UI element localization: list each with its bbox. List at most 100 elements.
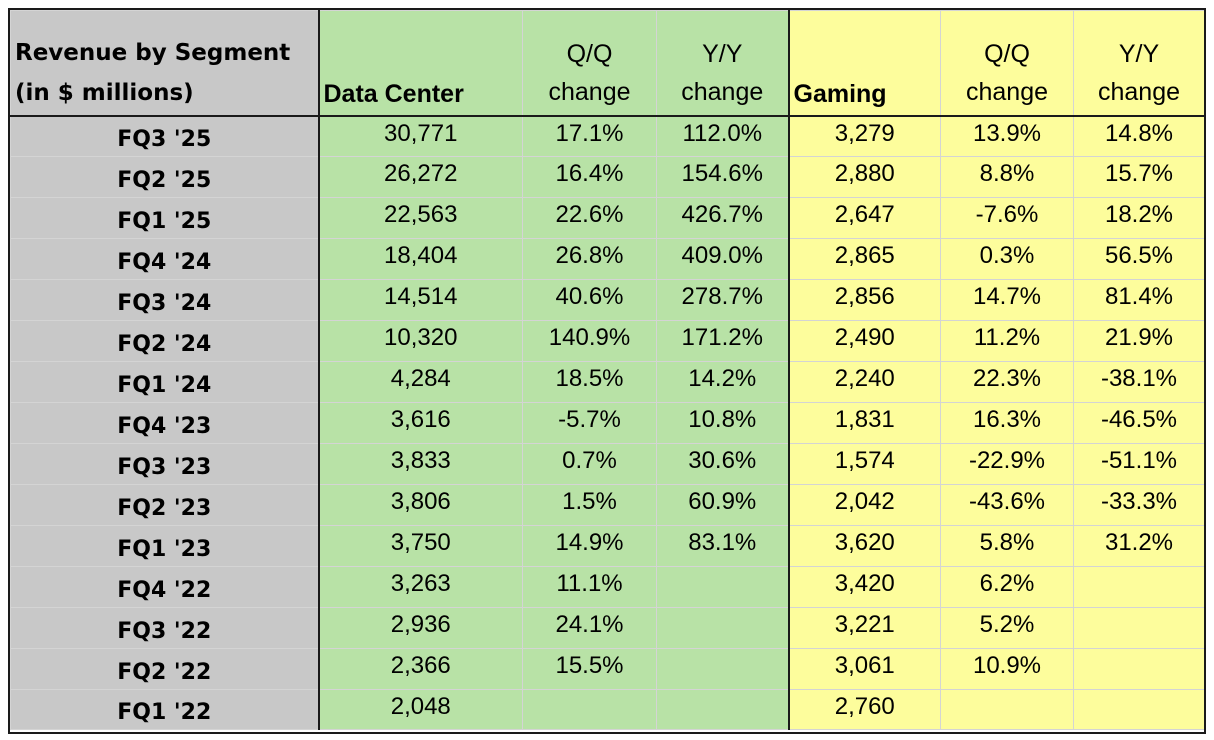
data-center-qq-change <box>522 689 657 730</box>
gaming-qq-change: -7.6% <box>940 197 1074 239</box>
table-title-line2: (in $ millions) <box>15 79 194 106</box>
data-center-qq-change: 22.6% <box>522 197 657 239</box>
gaming-revenue: 1,831 <box>788 402 941 444</box>
data-center-yy-change: 426.7% <box>656 197 790 239</box>
data-center-yy-change <box>656 689 790 730</box>
yy-header-line2: change <box>1097 77 1181 106</box>
data-center-revenue: 2,366 <box>318 648 523 690</box>
quarter-label: FQ1 '24 <box>10 361 320 403</box>
quarter-label: FQ2 '25 <box>10 156 320 198</box>
data-center-qq-change: 140.9% <box>522 320 657 362</box>
gaming-revenue: 2,865 <box>788 238 941 280</box>
gaming-revenue: 2,647 <box>788 197 941 239</box>
gaming-yy-header: Y/Y change <box>1073 10 1204 116</box>
gaming-yy-change: -46.5% <box>1073 402 1204 444</box>
table-row: FQ1 '22 2,048 2,760 <box>10 689 1204 730</box>
data-center-qq-change: 24.1% <box>522 607 657 649</box>
quarter-label: FQ4 '22 <box>10 566 320 608</box>
gaming-yy-change: -51.1% <box>1073 443 1204 485</box>
gaming-qq-header: Q/Q change <box>940 10 1074 116</box>
gaming-qq-change: 14.7% <box>940 279 1074 321</box>
data-center-revenue: 26,272 <box>318 156 523 198</box>
gaming-qq-change: 6.2% <box>940 566 1074 608</box>
gaming-revenue: 3,221 <box>788 607 941 649</box>
quarter-label: FQ1 '25 <box>10 197 320 239</box>
qq-header-line2: change <box>548 77 631 106</box>
gaming-revenue: 3,279 <box>788 115 941 157</box>
data-center-qq-change: 14.9% <box>522 525 657 567</box>
gaming-revenue: 3,420 <box>788 566 941 608</box>
quarter-label: FQ3 '24 <box>10 279 320 321</box>
data-center-qq-change: 40.6% <box>522 279 657 321</box>
data-center-revenue: 3,833 <box>318 443 523 485</box>
quarter-label: FQ3 '23 <box>10 443 320 485</box>
table-row: FQ4 '22 3,263 11.1% 3,420 6.2% <box>10 566 1204 608</box>
gaming-revenue: 2,240 <box>788 361 941 403</box>
gaming-qq-change <box>940 689 1074 730</box>
quarter-label: FQ1 '23 <box>10 525 320 567</box>
gaming-revenue: 2,490 <box>788 320 941 362</box>
gaming-qq-change: 13.9% <box>940 115 1074 157</box>
gaming-yy-change: -33.3% <box>1073 484 1204 526</box>
quarter-label: FQ2 '22 <box>10 648 320 690</box>
data-center-revenue: 4,284 <box>318 361 523 403</box>
gaming-yy-change <box>1073 566 1204 608</box>
gaming-yy-change <box>1073 689 1204 730</box>
gaming-yy-change: 31.2% <box>1073 525 1204 567</box>
gaming-yy-change: 14.8% <box>1073 115 1204 157</box>
table-row: FQ3 '22 2,936 24.1% 3,221 5.2% <box>10 607 1204 649</box>
table-row: FQ4 '24 18,404 26.8% 409.0% 2,865 0.3% 5… <box>10 238 1204 280</box>
table-row: FQ3 '23 3,833 0.7% 30.6% 1,574 -22.9% -5… <box>10 443 1204 485</box>
data-center-yy-change: 112.0% <box>656 115 790 157</box>
data-center-revenue: 3,806 <box>318 484 523 526</box>
table-row: FQ1 '25 22,563 22.6% 426.7% 2,647 -7.6% … <box>10 197 1204 239</box>
data-center-yy-change: 171.2% <box>656 320 790 362</box>
data-center-header-label: Data Center <box>323 79 464 108</box>
data-center-qq-change: 17.1% <box>522 115 657 157</box>
gaming-qq-change: 10.9% <box>940 648 1074 690</box>
data-center-revenue: 3,616 <box>318 402 523 444</box>
gaming-yy-change: 81.4% <box>1073 279 1204 321</box>
gaming-qq-change: 5.2% <box>940 607 1074 649</box>
data-center-yy-change <box>656 566 790 608</box>
data-center-revenue: 3,263 <box>318 566 523 608</box>
data-center-qq-change: 16.4% <box>522 156 657 198</box>
data-center-revenue: 22,563 <box>318 197 523 239</box>
quarter-label: FQ1 '22 <box>10 689 320 730</box>
data-center-qq-change: 11.1% <box>522 566 657 608</box>
quarter-label: FQ2 '23 <box>10 484 320 526</box>
yy-header-line2: change <box>681 77 764 106</box>
data-center-revenue: 2,936 <box>318 607 523 649</box>
qq-header-line2: change <box>965 77 1049 106</box>
gaming-yy-change <box>1073 607 1204 649</box>
data-center-revenue: 18,404 <box>318 238 523 280</box>
data-center-yy-change: 14.2% <box>656 361 790 403</box>
data-center-qq-header: Q/Q change <box>522 10 657 116</box>
gaming-header-label: Gaming <box>793 79 887 108</box>
qq-header-line1: Q/Q <box>566 39 613 68</box>
data-center-yy-change: 409.0% <box>656 238 790 280</box>
data-center-yy-change: 60.9% <box>656 484 790 526</box>
table-row: FQ2 '25 26,272 16.4% 154.6% 2,880 8.8% 1… <box>10 156 1204 198</box>
gaming-revenue: 2,856 <box>788 279 941 321</box>
data-center-yy-change: 154.6% <box>656 156 790 198</box>
yy-header-line1: Y/Y <box>1118 39 1160 68</box>
table-row: FQ1 '23 3,750 14.9% 83.1% 3,620 5.8% 31.… <box>10 525 1204 567</box>
gaming-revenue: 3,620 <box>788 525 941 567</box>
data-center-qq-change: 15.5% <box>522 648 657 690</box>
quarter-label: FQ3 '22 <box>10 607 320 649</box>
gaming-yy-change: 15.7% <box>1073 156 1204 198</box>
qq-header-line1: Q/Q <box>984 39 1030 68</box>
gaming-yy-change: -38.1% <box>1073 361 1204 403</box>
table-row: FQ3 '25 30,771 17.1% 112.0% 3,279 13.9% … <box>10 115 1204 157</box>
gaming-qq-change: 16.3% <box>940 402 1074 444</box>
table-row: FQ3 '24 14,514 40.6% 278.7% 2,856 14.7% … <box>10 279 1204 321</box>
quarter-label: FQ3 '25 <box>10 115 320 157</box>
gaming-yy-change: 21.9% <box>1073 320 1204 362</box>
table-row: FQ2 '24 10,320 140.9% 171.2% 2,490 11.2%… <box>10 320 1204 362</box>
data-center-qq-change: 1.5% <box>522 484 657 526</box>
gaming-qq-change: 0.3% <box>940 238 1074 280</box>
table-row: FQ2 '23 3,806 1.5% 60.9% 2,042 -43.6% -3… <box>10 484 1204 526</box>
data-center-revenue: 3,750 <box>318 525 523 567</box>
gaming-revenue: 2,760 <box>788 689 941 730</box>
